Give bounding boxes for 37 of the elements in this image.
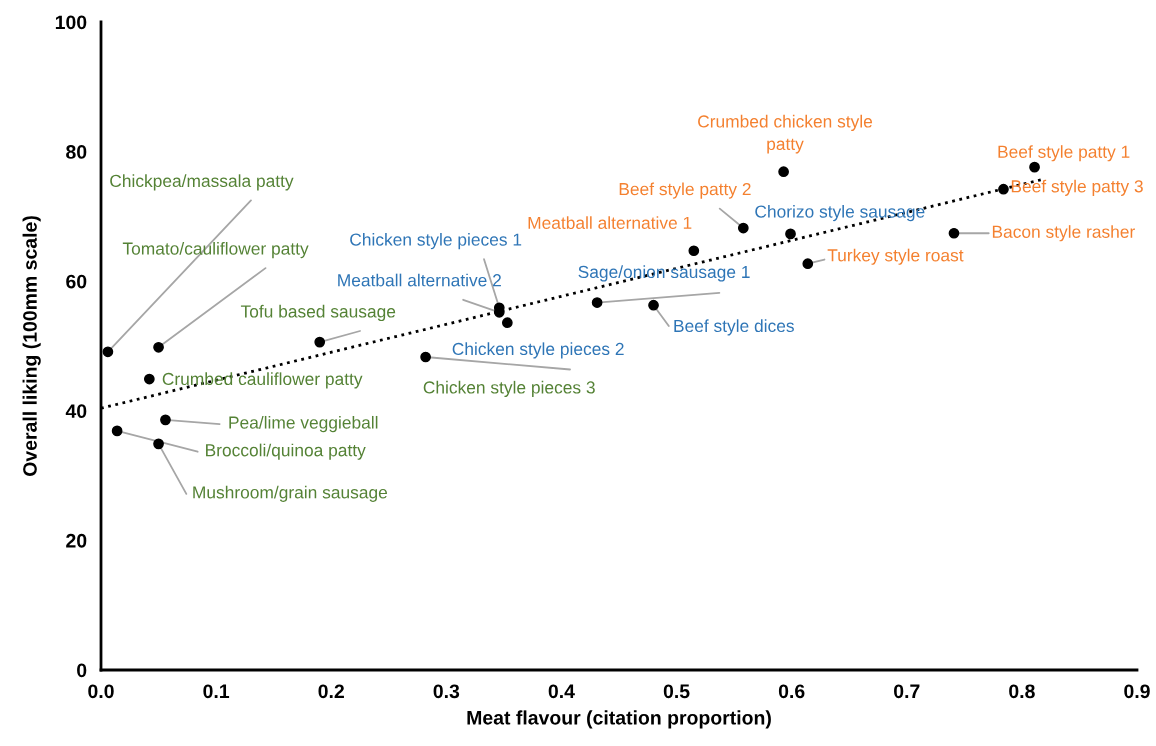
data-label: Beef style patty 3 <box>1011 179 1143 196</box>
data-label: Turkey style roast <box>827 248 964 265</box>
data-label: Sage/onion sausage 1 <box>578 265 750 282</box>
x-axis-title: Meat flavour (citation proportion) <box>467 710 771 729</box>
x-tick-label: 0.7 <box>894 684 920 699</box>
y-axis-title: Overall liking (100mm scale) <box>22 216 41 476</box>
x-tick-label: 0.5 <box>663 684 690 699</box>
y-tick-label: 20 <box>66 533 87 548</box>
y-tick-label: 60 <box>66 274 87 289</box>
data-label: Meatball alternative 2 <box>338 273 501 287</box>
x-tick-label: 0.9 <box>1124 684 1150 699</box>
data-label: Crumbed chicken style patty <box>698 114 873 154</box>
y-tick-label: 100 <box>55 15 87 30</box>
data-label: Beef style patty 2 <box>619 182 751 199</box>
data-label: Bacon style rasher <box>992 225 1135 242</box>
data-label: Broccoli/quinoa patty <box>206 443 366 460</box>
data-label: Beef style dices <box>674 319 794 336</box>
x-tick-label: 0.6 <box>778 684 805 699</box>
data-label: Chickpea/massala patty <box>110 174 294 191</box>
data-label: Beef style patty 1 <box>998 145 1130 162</box>
x-tick-label: 0.2 <box>318 684 344 699</box>
data-label: Chicken style pieces 3 <box>423 380 595 398</box>
y-tick-label: 0 <box>77 663 87 678</box>
y-tick-label: 40 <box>65 404 87 419</box>
x-tick-label: 0.1 <box>203 684 230 699</box>
data-label: Chicken style pieces 2 <box>452 342 624 359</box>
x-tick-label: 0.4 <box>548 684 575 699</box>
data-label: Chicken style pieces 1 <box>350 233 522 250</box>
data-label: Mushroom/grain sausage <box>193 485 388 502</box>
x-tick-label: 0.0 <box>88 684 114 699</box>
x-tick-label: 0.8 <box>1009 684 1035 699</box>
y-tick-label: 80 <box>66 145 87 159</box>
data-label: Tofu based sausage <box>240 304 396 322</box>
data-label: Meatball alternative 1 <box>528 216 692 230</box>
data-label: Tomato/cauliflower patty <box>122 241 309 259</box>
data-label: Pea/lime veggieball <box>229 415 378 433</box>
x-tick-label: 0.3 <box>433 684 460 699</box>
